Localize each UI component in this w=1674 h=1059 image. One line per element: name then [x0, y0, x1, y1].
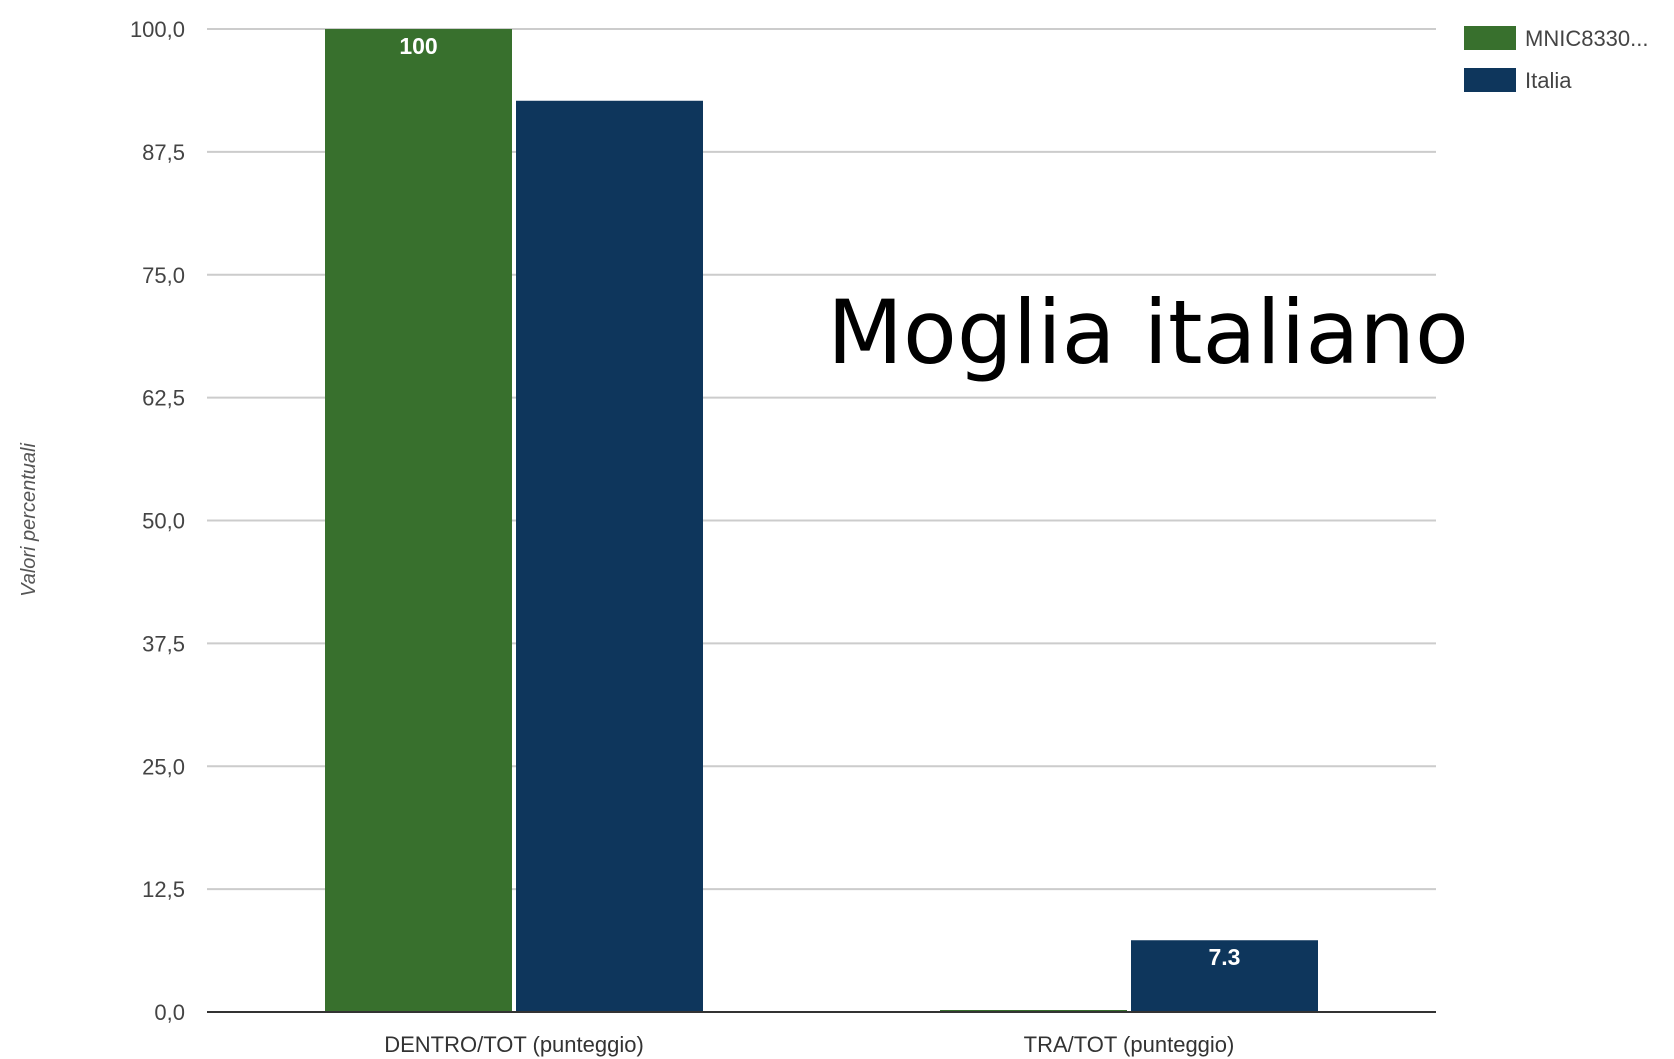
x-category-label: TRA/TOT (punteggio) [1024, 1032, 1235, 1057]
legend-label: Italia [1525, 68, 1572, 93]
legend-swatch [1464, 68, 1516, 92]
y-tick-label: 0,0 [154, 1000, 185, 1025]
data-labels: 100 92.7 7.3 [399, 33, 1240, 1042]
data-label: 92.7 [1011, 1016, 1056, 1042]
overlay-title: Moglia italiano [827, 281, 1469, 384]
y-tick-label: 62,5 [142, 386, 185, 411]
legend: MNIC8330... Italia [1464, 26, 1649, 93]
y-tick-label: 100,0 [130, 17, 185, 42]
y-tick-label: 75,0 [142, 263, 185, 288]
data-label: 7.3 [1209, 944, 1241, 970]
y-axis-ticks: 0,0 12,5 25,0 37,5 50,0 62,5 75,0 87,5 100,0 [130, 17, 185, 1025]
y-tick-label: 25,0 [142, 754, 185, 779]
y-tick-label: 50,0 [142, 509, 185, 534]
y-axis-label: Valori percentuali [18, 443, 40, 597]
y-tick-label: 12,5 [142, 877, 185, 902]
x-axis-categories: DENTRO/TOT (punteggio) TRA/TOT (punteggio… [384, 1032, 1234, 1057]
bar-mnic-0 [325, 29, 512, 1012]
bar-italia-0 [516, 100, 703, 1012]
legend-label: MNIC8330... [1525, 26, 1649, 51]
y-tick-label: 37,5 [142, 631, 185, 656]
y-tick-label: 87,5 [142, 140, 185, 165]
bar-italia-1 [1131, 940, 1318, 1012]
x-category-label: DENTRO/TOT (punteggio) [384, 1032, 644, 1057]
data-label: 100 [399, 33, 437, 59]
bars [325, 29, 1318, 1012]
legend-swatch [1464, 26, 1516, 50]
